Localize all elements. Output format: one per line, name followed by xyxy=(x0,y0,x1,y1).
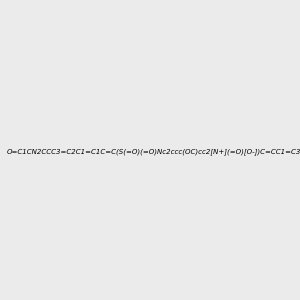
Text: O=C1CN2CCC3=C2C1=C1C=C(S(=O)(=O)Nc2ccc(OC)cc2[N+](=O)[O-])C=CC1=C3: O=C1CN2CCC3=C2C1=C1C=C(S(=O)(=O)Nc2ccc(O… xyxy=(7,148,300,155)
